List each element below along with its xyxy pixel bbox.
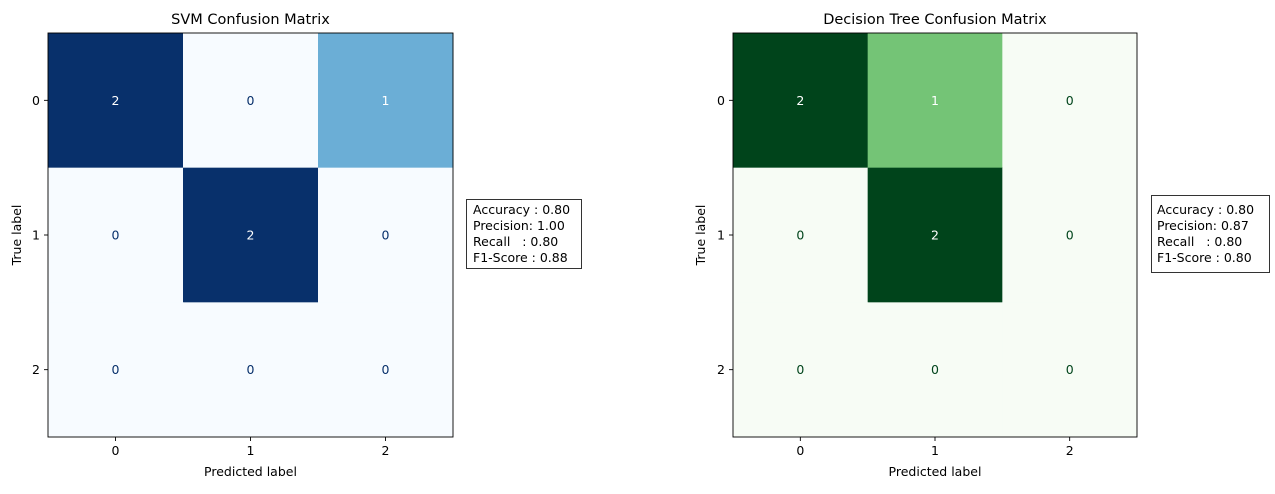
- cell-value-label: 2: [112, 93, 120, 108]
- cell-value-label: 0: [247, 362, 255, 377]
- y-tick-label: 1: [32, 228, 40, 243]
- y-tick-label: 2: [32, 362, 40, 377]
- metric-precision: Precision: 1.00: [473, 218, 565, 233]
- decision-tree-chart: Decision Tree Confusion Matrix 2 1 00 2 00 0 0…: [693, 12, 1270, 479]
- cell-value-label: 0: [382, 362, 390, 377]
- cell-value-label: 2: [247, 228, 255, 243]
- metric-f1-score: F1-Score : 0.80: [1157, 250, 1252, 265]
- heatmap-cell: [867, 33, 1003, 169]
- x-tick-label: 0: [112, 443, 120, 458]
- heatmap-cell: [1002, 167, 1138, 303]
- heatmap-cell: [183, 302, 319, 438]
- metric-accuracy: Accuracy : 0.80: [473, 202, 570, 217]
- heatmap-cell: [48, 167, 184, 303]
- metrics-box: Accuracy : 0.80 Precision: 1.00 Recall :…: [466, 199, 582, 269]
- cell-value-label: 1: [931, 93, 939, 108]
- heatmap-cell: [733, 167, 869, 303]
- axis-ticks: 0 1 2 0 1 2: [32, 93, 389, 458]
- x-axis-label: Predicted label: [204, 464, 297, 479]
- heatmap-cell: [318, 33, 454, 169]
- metric-f1-score: F1-Score : 0.88: [473, 250, 568, 265]
- metrics-box: Accuracy : 0.80 Precision: 0.87 Recall :…: [1151, 195, 1270, 273]
- x-tick-label: 1: [931, 443, 939, 458]
- cell-value-label: 0: [1066, 93, 1074, 108]
- heatmap-cells: 2 0 1 0 2 0 0 0 0: [48, 33, 454, 438]
- heatmap-cell: [867, 167, 1003, 303]
- heatmap-cells: 2 1 0 0 2 0 0 0 0: [733, 33, 1138, 438]
- svm-chart: SVM Confusion Matrix 2 0 1 0 2 0 0 0 0 0 1 2 0 1 2 Pr…: [9, 12, 582, 479]
- cell-value-label: 0: [382, 228, 390, 243]
- cell-value-label: 0: [796, 228, 804, 243]
- cell-value-label: 0: [112, 362, 120, 377]
- y-axis-label: True label: [693, 205, 708, 267]
- chart-title: SVM Confusion Matrix: [171, 12, 330, 28]
- x-tick-label: 2: [1066, 443, 1074, 458]
- cell-value-label: 0: [1066, 362, 1074, 377]
- heatmap-cell: [318, 302, 454, 438]
- metric-recall: Recall : 0.80: [473, 234, 558, 249]
- cell-value-label: 0: [247, 93, 255, 108]
- cell-value-label: 0: [1066, 228, 1074, 243]
- x-tick-label: 2: [382, 443, 390, 458]
- cell-value-label: 2: [931, 228, 939, 243]
- cell-value-label: 1: [382, 93, 390, 108]
- metric-accuracy: Accuracy : 0.80: [1157, 202, 1254, 217]
- y-tick-label: 1: [717, 228, 725, 243]
- cell-value-label: 0: [796, 362, 804, 377]
- heatmap-cell: [48, 33, 184, 169]
- heatmap-cell: [183, 167, 319, 303]
- metric-precision: Precision: 0.87: [1157, 218, 1249, 233]
- y-tick-label: 0: [32, 93, 40, 108]
- axis-ticks: 0 1 2 0 1 2: [717, 93, 1074, 458]
- heatmap-cell: [867, 302, 1003, 438]
- cell-value-label: 0: [112, 228, 120, 243]
- heatmap-cell: [733, 33, 869, 169]
- heatmap-cell: [1002, 33, 1138, 169]
- heatmap-cell: [318, 167, 454, 303]
- metrics-box-frame: [1151, 195, 1270, 273]
- heatmap-cell: [183, 33, 319, 169]
- heatmap-cell: [733, 302, 869, 438]
- metrics-box-frame: [466, 199, 582, 269]
- heatmap-cell: [1002, 302, 1138, 438]
- chart-title: Decision Tree Confusion Matrix: [823, 12, 1047, 28]
- x-tick-label: 1: [247, 443, 255, 458]
- y-axis-label: True label: [9, 205, 24, 267]
- heatmap-cell: [48, 302, 184, 438]
- x-axis-label: Predicted label: [889, 464, 982, 479]
- y-tick-label: 0: [717, 93, 725, 108]
- cell-value-label: 0: [931, 362, 939, 377]
- cell-value-label: 2: [796, 93, 804, 108]
- metric-recall: Recall : 0.80: [1157, 234, 1242, 249]
- x-tick-label: 0: [796, 443, 804, 458]
- y-tick-label: 2: [717, 362, 725, 377]
